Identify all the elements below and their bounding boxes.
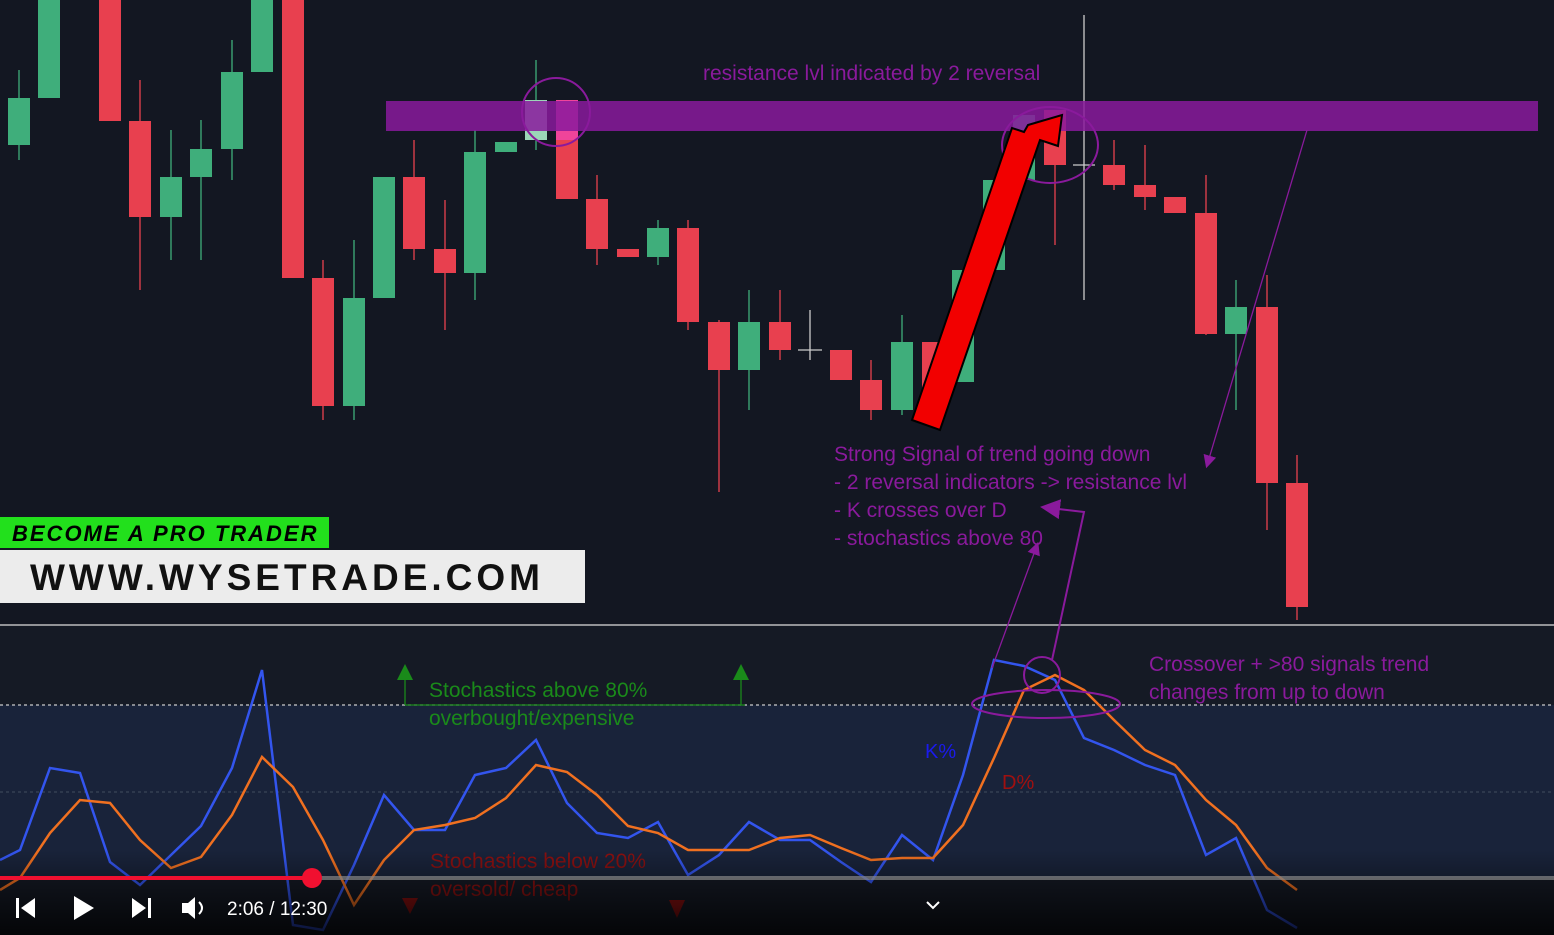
overbought-arrow (397, 664, 413, 680)
tagline: BECOME A PRO TRADER (12, 521, 319, 546)
url-badge (0, 550, 585, 603)
trend-arrow (910, 113, 1064, 432)
crossover-ellipse (971, 689, 1121, 719)
time-display: 2:06 / 12:30 (227, 899, 327, 920)
resistance-zone (386, 101, 1538, 131)
overbought-arrow (733, 664, 749, 680)
crossover-circle (1023, 656, 1061, 694)
annotation: changes from up to down (1149, 681, 1385, 704)
reversal-circle (521, 77, 591, 147)
annotation: Crossover + >80 signals trend (1149, 653, 1429, 676)
previous-button[interactable] (16, 898, 35, 918)
progress-played (0, 876, 312, 880)
annotation: - K crosses over D (834, 499, 1007, 522)
progress-track[interactable] (0, 876, 1554, 880)
annotation-arrow (991, 541, 1040, 669)
next-button[interactable] (132, 898, 151, 918)
reversal-circle (1001, 106, 1099, 184)
k-label: K% (925, 741, 956, 763)
d-label: D% (1002, 772, 1034, 794)
url: WWW.WYSETRADE.COM (30, 557, 544, 598)
progress-scrubber[interactable] (302, 868, 322, 888)
annotation: Strong Signal of trend going down (834, 443, 1150, 466)
annotation: - 2 reversal indicators -> resistance lv… (834, 471, 1187, 494)
play-button[interactable] (74, 896, 94, 920)
annotation: overbought/expensive (429, 707, 634, 730)
chapter-chevron[interactable] (926, 901, 940, 910)
annotation: Stochastics above 80% (429, 679, 647, 702)
annotation-arrow (1203, 129, 1308, 469)
annotation-arrow (1040, 499, 1086, 661)
player-gradient (0, 850, 1554, 935)
volume-button[interactable] (182, 897, 203, 919)
annotation: - stochastics above 80 (834, 527, 1043, 550)
annotation: resistance lvl indicated by 2 reversal (703, 62, 1040, 85)
tagline-badge (0, 517, 329, 548)
